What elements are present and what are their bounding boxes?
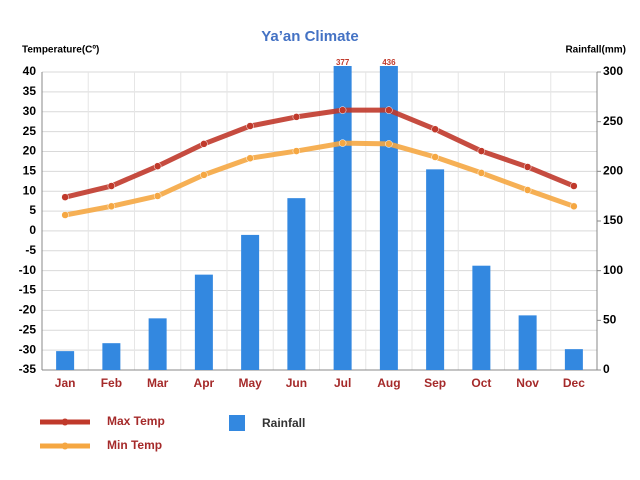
y2-tick-label: 50 [603, 313, 617, 327]
point [107, 182, 116, 190]
y-tick-label: 20 [23, 144, 37, 158]
legend-marker [61, 442, 69, 450]
x-tick-label: Mar [147, 376, 169, 390]
point [523, 186, 532, 194]
legend-label: Rainfall [262, 416, 305, 430]
y2-tick-label: 200 [603, 164, 623, 178]
bar [194, 274, 213, 370]
y2-tick-label: 250 [603, 114, 623, 128]
point [523, 163, 532, 171]
y-tick-label: 10 [23, 183, 37, 197]
y2-axis-title: Rainfall(mm) [565, 45, 626, 56]
bar [287, 198, 306, 370]
x-tick-label: Jan [55, 376, 76, 390]
x-tick-label: Oct [471, 376, 491, 390]
bar [518, 315, 537, 370]
y-tick-label: 25 [23, 124, 37, 138]
y2-tick-label: 100 [603, 263, 623, 277]
bar [333, 66, 352, 370]
data-label: 436 [382, 58, 396, 67]
point [431, 125, 439, 133]
x-tick-label: Nov [516, 376, 539, 390]
chart-title: Ya’an Climate [261, 28, 359, 45]
legend-swatch [229, 415, 245, 431]
point [338, 106, 347, 114]
point [477, 169, 486, 177]
data-label: 377 [336, 58, 350, 67]
point [570, 182, 578, 190]
bar [472, 265, 491, 370]
point [153, 162, 162, 170]
point [570, 202, 578, 211]
point [431, 153, 439, 161]
point [61, 211, 69, 219]
x-tick-label: Dec [563, 376, 585, 390]
point [200, 140, 208, 148]
y-tick-label: 15 [23, 164, 37, 178]
y2-tick-label: 300 [603, 64, 623, 78]
point [200, 171, 208, 179]
point [385, 140, 393, 148]
x-tick-label: Sep [424, 376, 446, 390]
bar [148, 318, 167, 370]
point [107, 202, 116, 211]
legend-label: Min Temp [107, 438, 162, 452]
y-tick-label: 35 [23, 84, 37, 98]
bar [379, 66, 398, 370]
y-tick-label: -15 [19, 283, 37, 297]
bar [241, 234, 260, 370]
y-tick-label: -20 [19, 303, 37, 317]
y-tick-label: 5 [29, 203, 36, 217]
y-tick-label: -10 [19, 263, 37, 277]
bar [564, 349, 583, 370]
legend-label: Max Temp [107, 414, 165, 428]
y-tick-label: 30 [23, 104, 37, 118]
x-tick-label: Apr [194, 376, 215, 390]
point [292, 147, 301, 155]
y-tick-label: 40 [23, 64, 37, 78]
legend-marker [61, 418, 69, 426]
line [64, 140, 575, 218]
y-tick-label: -30 [19, 342, 37, 356]
y2-tick-label: 0 [603, 362, 610, 376]
bar [426, 169, 445, 370]
point [292, 113, 301, 121]
line [64, 107, 575, 200]
x-tick-label: May [238, 376, 262, 390]
y-tick-label: 0 [29, 223, 36, 237]
point [246, 154, 254, 162]
point [477, 147, 486, 155]
x-tick-label: Feb [101, 376, 122, 390]
x-tick-label: Jul [334, 376, 351, 390]
point [61, 193, 69, 201]
y2-tick-label: 150 [603, 213, 623, 227]
point [153, 192, 162, 200]
y-axis-title: Temperature(Cº) [22, 45, 99, 56]
y-tick-label: -35 [19, 362, 37, 376]
point [338, 139, 347, 147]
y-tick-label: -25 [19, 322, 37, 336]
bar [56, 351, 75, 370]
point [385, 106, 393, 114]
x-tick-label: Aug [377, 376, 400, 390]
x-tick-label: Jun [286, 376, 307, 390]
y-tick-label: -5 [25, 243, 36, 257]
bar [102, 343, 121, 370]
point [246, 122, 254, 130]
